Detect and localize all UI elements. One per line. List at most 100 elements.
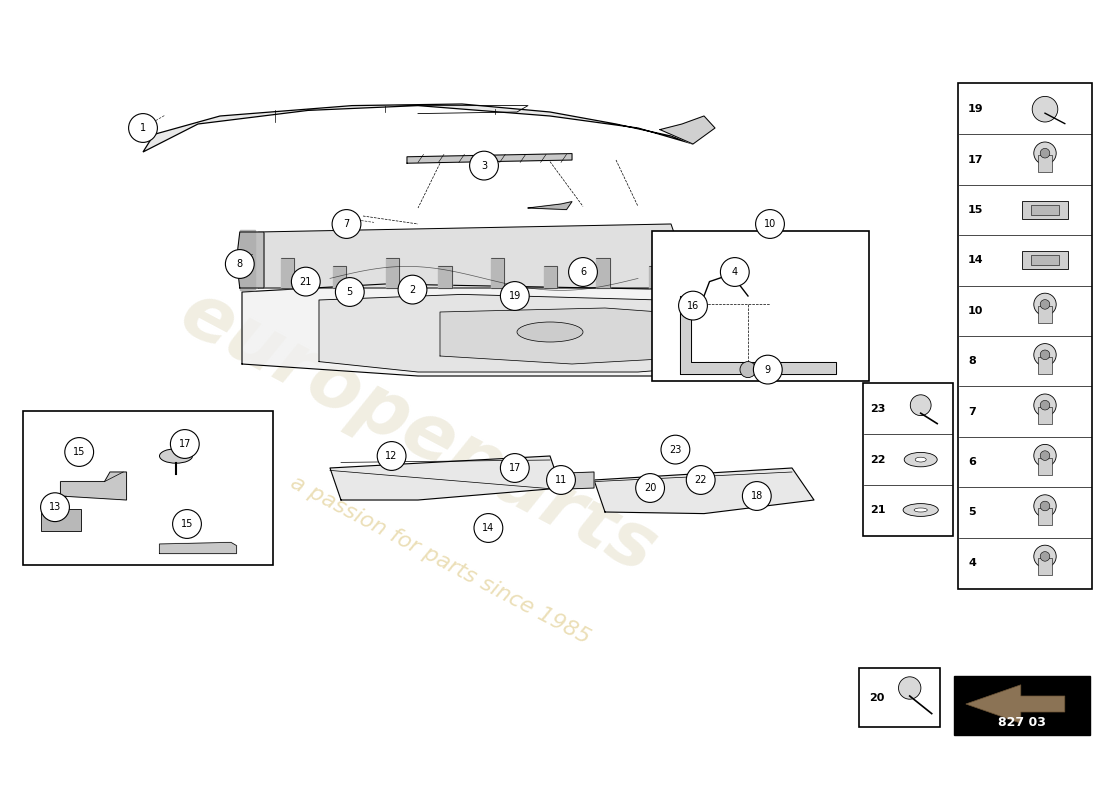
Polygon shape <box>240 230 255 290</box>
Circle shape <box>41 493 69 522</box>
Polygon shape <box>258 224 676 288</box>
Polygon shape <box>550 472 594 490</box>
Circle shape <box>1041 400 1049 410</box>
Text: a passion for parts since 1985: a passion for parts since 1985 <box>287 472 593 648</box>
Polygon shape <box>649 266 662 288</box>
Polygon shape <box>407 154 572 163</box>
Circle shape <box>742 482 771 510</box>
Ellipse shape <box>903 504 938 517</box>
Polygon shape <box>596 258 609 288</box>
Text: 14: 14 <box>968 255 983 266</box>
Text: 4: 4 <box>732 267 738 277</box>
Polygon shape <box>330 456 561 500</box>
FancyBboxPatch shape <box>1031 205 1059 215</box>
Circle shape <box>1034 394 1056 416</box>
Circle shape <box>170 430 199 458</box>
Polygon shape <box>386 258 399 288</box>
FancyBboxPatch shape <box>1038 558 1052 575</box>
Text: 10: 10 <box>968 306 983 316</box>
Circle shape <box>500 454 529 482</box>
Circle shape <box>1034 546 1056 568</box>
Circle shape <box>720 258 749 286</box>
Text: 16: 16 <box>686 301 700 310</box>
Circle shape <box>756 210 784 238</box>
Text: 22: 22 <box>870 454 886 465</box>
Circle shape <box>1034 344 1056 366</box>
FancyBboxPatch shape <box>1022 251 1068 270</box>
Text: europeparts: europeparts <box>167 275 669 589</box>
Text: 1: 1 <box>140 123 146 133</box>
Text: 827 03: 827 03 <box>998 716 1046 729</box>
FancyBboxPatch shape <box>859 668 940 727</box>
Text: 6: 6 <box>580 267 586 277</box>
FancyBboxPatch shape <box>1038 407 1052 424</box>
FancyBboxPatch shape <box>862 383 953 536</box>
Ellipse shape <box>160 449 192 463</box>
FancyBboxPatch shape <box>41 509 81 530</box>
Circle shape <box>754 355 782 384</box>
FancyBboxPatch shape <box>1038 306 1052 323</box>
Circle shape <box>292 267 320 296</box>
Polygon shape <box>242 284 825 376</box>
Text: 19: 19 <box>968 104 983 114</box>
Text: 12: 12 <box>385 451 398 461</box>
Text: 2: 2 <box>409 285 416 294</box>
Circle shape <box>1041 350 1049 359</box>
Circle shape <box>226 250 254 278</box>
Text: 7: 7 <box>343 219 350 229</box>
Polygon shape <box>543 266 557 288</box>
Polygon shape <box>60 472 126 500</box>
FancyBboxPatch shape <box>1038 357 1052 374</box>
Circle shape <box>686 466 715 494</box>
Text: 23: 23 <box>870 404 886 414</box>
Circle shape <box>173 510 201 538</box>
FancyBboxPatch shape <box>1031 255 1059 266</box>
Circle shape <box>1034 142 1056 165</box>
Circle shape <box>500 282 529 310</box>
Text: 17: 17 <box>968 154 983 165</box>
Ellipse shape <box>517 322 583 342</box>
Text: 15: 15 <box>73 447 86 457</box>
Text: 15: 15 <box>968 205 983 215</box>
Polygon shape <box>660 116 715 144</box>
Polygon shape <box>513 464 524 472</box>
Circle shape <box>1034 293 1056 315</box>
Circle shape <box>1034 444 1056 466</box>
Text: 13: 13 <box>48 502 62 512</box>
Ellipse shape <box>904 452 937 466</box>
Circle shape <box>636 474 664 502</box>
Text: 6: 6 <box>968 457 976 467</box>
Text: 8: 8 <box>236 259 243 269</box>
FancyBboxPatch shape <box>1038 458 1052 474</box>
Polygon shape <box>594 468 814 514</box>
Ellipse shape <box>914 508 927 512</box>
Circle shape <box>1041 149 1049 158</box>
Polygon shape <box>143 104 693 152</box>
Polygon shape <box>491 258 504 288</box>
Text: 21: 21 <box>870 505 886 515</box>
FancyBboxPatch shape <box>1038 155 1052 172</box>
Circle shape <box>129 114 157 142</box>
Text: 18: 18 <box>750 491 763 501</box>
Polygon shape <box>439 266 452 288</box>
Circle shape <box>65 438 94 466</box>
Text: 15: 15 <box>180 519 194 529</box>
Text: 7: 7 <box>968 406 976 417</box>
FancyBboxPatch shape <box>23 411 273 565</box>
Circle shape <box>1041 450 1049 460</box>
Circle shape <box>1032 96 1058 122</box>
Text: 20: 20 <box>644 483 657 493</box>
Polygon shape <box>319 294 770 372</box>
Text: 11: 11 <box>554 475 568 485</box>
Circle shape <box>474 514 503 542</box>
Circle shape <box>569 258 597 286</box>
Circle shape <box>679 291 707 320</box>
Text: 3: 3 <box>481 161 487 170</box>
FancyBboxPatch shape <box>958 83 1092 589</box>
Polygon shape <box>966 685 1065 723</box>
Text: 21: 21 <box>299 277 312 286</box>
Circle shape <box>661 435 690 464</box>
Circle shape <box>336 278 364 306</box>
FancyBboxPatch shape <box>954 676 1090 735</box>
Text: 4: 4 <box>968 558 976 568</box>
